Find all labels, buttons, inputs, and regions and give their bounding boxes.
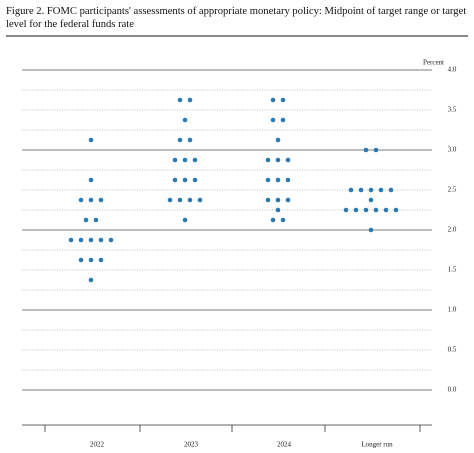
- dot: [172, 157, 178, 163]
- dot: [388, 187, 394, 193]
- dot: [182, 117, 188, 123]
- dot: [363, 147, 369, 153]
- dot: [98, 257, 104, 263]
- dot: [353, 207, 359, 213]
- dot: [265, 157, 271, 163]
- dot: [88, 237, 94, 243]
- dot: [187, 137, 193, 143]
- dot: [393, 207, 399, 213]
- dot: [182, 177, 188, 183]
- y-tick-label: 1.0: [448, 306, 457, 314]
- y-tick-label: 0.5: [448, 346, 457, 354]
- dot: [270, 217, 276, 223]
- y-tick-label: 1.5: [448, 266, 457, 274]
- dot: [167, 197, 173, 203]
- dot: [98, 237, 104, 243]
- dot: [68, 237, 74, 243]
- dot: [285, 197, 291, 203]
- dot: [368, 187, 374, 193]
- dot: [182, 157, 188, 163]
- dot: [358, 187, 364, 193]
- dot: [270, 117, 276, 123]
- dot: [78, 237, 84, 243]
- dot: [83, 217, 89, 223]
- dot: [280, 217, 286, 223]
- dot: [88, 197, 94, 203]
- dot: [78, 257, 84, 263]
- dot: [265, 197, 271, 203]
- dot: [368, 197, 374, 203]
- chart-title: Figure 2. FOMC participants' assessments…: [6, 6, 467, 30]
- dot: [187, 197, 193, 203]
- dot: [108, 237, 114, 243]
- y-tick-label: 4.0: [448, 66, 457, 74]
- y-tick-label: 2.0: [448, 226, 457, 234]
- dot: [275, 177, 281, 183]
- dot: [275, 137, 281, 143]
- x-tick-label: 2022: [90, 441, 105, 449]
- y-tick-label: 2.5: [448, 186, 457, 194]
- dot: [285, 157, 291, 163]
- y-axis-label: Percent: [423, 59, 444, 67]
- x-tick-label: 2024: [277, 441, 292, 449]
- dot: [88, 257, 94, 263]
- dot: [88, 137, 94, 143]
- y-tick-label: 3.5: [448, 106, 457, 114]
- dot: [177, 97, 183, 103]
- dot: [378, 187, 384, 193]
- dot: [363, 207, 369, 213]
- y-tick-label: 0.0: [448, 386, 457, 394]
- x-tick-label: 2023: [184, 441, 199, 449]
- dot: [88, 177, 94, 183]
- dot: [177, 137, 183, 143]
- dot: [93, 217, 99, 223]
- dot: [270, 97, 276, 103]
- dot: [343, 207, 349, 213]
- dot: [265, 177, 271, 183]
- dot: [182, 217, 188, 223]
- dot: [383, 207, 389, 213]
- y-tick-label: 3.0: [448, 146, 457, 154]
- dot: [275, 157, 281, 163]
- dot: [285, 177, 291, 183]
- dot: [192, 157, 198, 163]
- dot: [98, 197, 104, 203]
- dot: [373, 147, 379, 153]
- dot: [280, 117, 286, 123]
- x-tick-label: Longer run: [361, 441, 393, 449]
- dot: [368, 227, 374, 233]
- dot: [192, 177, 198, 183]
- dot: [78, 197, 84, 203]
- dot: [177, 197, 183, 203]
- dot: [280, 97, 286, 103]
- dot: [373, 207, 379, 213]
- dot: [275, 197, 281, 203]
- dot: [88, 277, 94, 283]
- dot: [187, 97, 193, 103]
- dot: [348, 187, 354, 193]
- dot: [275, 207, 281, 213]
- dot: [197, 197, 203, 203]
- dot: [172, 177, 178, 183]
